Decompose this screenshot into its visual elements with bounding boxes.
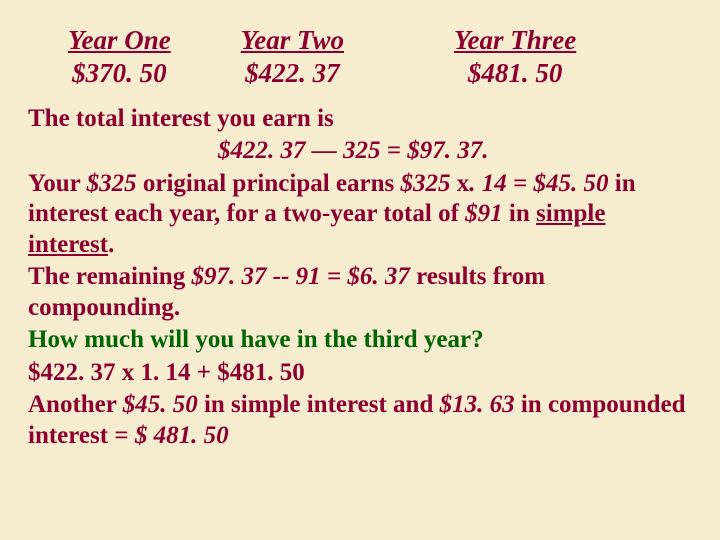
- slide: Year One $370. 50 Year Two $422. 37 Year…: [0, 0, 720, 540]
- t: Another: [28, 391, 123, 418]
- year-two-label: Year Two: [241, 24, 344, 57]
- year-one-label: Year One: [68, 24, 171, 57]
- t: .: [108, 231, 114, 258]
- calc-total-interest: $422. 37 — 325 = $97. 37.: [28, 136, 692, 167]
- v-325a: $325: [87, 170, 137, 197]
- v-91: $91: [465, 200, 503, 227]
- paragraph-compounding: The remaining $97. 37 -- 91 = $6. 37 res…: [28, 262, 692, 323]
- v-remaining: $97. 37 -- 91 = $6. 37: [191, 263, 409, 290]
- v-rate: . 14 = $45. 50: [469, 170, 608, 197]
- question-third-year: How much will you have in the third year…: [28, 325, 692, 356]
- t: original principal earns: [137, 170, 401, 197]
- answer-third-year: $422. 37 x 1. 14 + $481. 50: [28, 358, 692, 389]
- v-48150: $ 481. 50: [135, 422, 229, 449]
- t: in: [503, 200, 536, 227]
- year-two-col: Year Two $422. 37: [241, 24, 344, 90]
- year-one-amount: $370. 50: [68, 57, 171, 90]
- v-4550: $45. 50: [123, 391, 198, 418]
- year-three-col: Year Three $481. 50: [454, 24, 576, 90]
- t: in simple interest and: [198, 391, 440, 418]
- year-two-amount: $422. 37: [241, 57, 344, 90]
- paragraph-principal: Your $325 original principal earns $325 …: [28, 169, 692, 261]
- body-text: The total interest you earn is $422. 37 …: [28, 104, 692, 452]
- t: x: [451, 170, 470, 197]
- year-one-col: Year One $370. 50: [68, 24, 171, 90]
- year-three-label: Year Three: [454, 24, 576, 57]
- t: The remaining: [28, 263, 191, 290]
- line-total-interest: The total interest you earn is: [28, 104, 692, 135]
- v-325b: $325: [401, 170, 451, 197]
- paragraph-final: Another $45. 50 in simple interest and $…: [28, 390, 692, 451]
- v-1363: $13. 63: [440, 391, 515, 418]
- year-header-row: Year One $370. 50 Year Two $422. 37 Year…: [28, 24, 692, 90]
- t: Your: [28, 170, 87, 197]
- year-three-amount: $481. 50: [454, 57, 576, 90]
